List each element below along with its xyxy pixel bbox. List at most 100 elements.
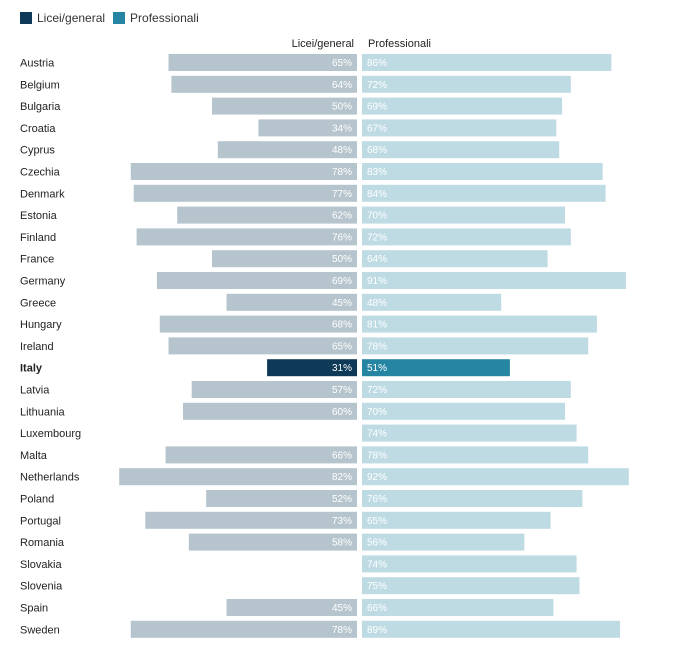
bar-professionali-belgium[interactable] (362, 75, 571, 93)
bar-professionali-bulgaria[interactable] (362, 97, 563, 115)
category-label-italy: Italy (20, 363, 43, 375)
bar-professionali-sweden[interactable] (362, 620, 621, 638)
bar-licei-bulgaria[interactable] (212, 97, 357, 115)
value-label-licei-estonia: 62% (332, 211, 352, 222)
value-label-professionali-croatia: 67% (367, 123, 387, 134)
bar-professionali-luxembourg[interactable] (362, 424, 577, 442)
value-label-professionali-cyprus: 68% (367, 145, 387, 156)
bar-professionali-netherlands[interactable] (362, 468, 629, 486)
value-label-professionali-italy: 51% (367, 363, 387, 374)
bar-licei-latvia[interactable] (191, 381, 357, 398)
value-label-professionali-slovenia: 75% (367, 581, 387, 592)
bar-professionali-germany[interactable] (362, 272, 626, 289)
value-label-professionali-czechia: 83% (367, 167, 387, 178)
bar-professionali-spain[interactable] (362, 599, 554, 616)
bar-licei-malta[interactable] (165, 446, 357, 464)
bar-licei-spain[interactable] (226, 599, 358, 616)
bar-licei-hungary[interactable] (159, 315, 357, 333)
bar-professionali-croatia[interactable] (362, 119, 557, 137)
category-label-denmark: Denmark (20, 188, 65, 200)
bar-licei-france[interactable] (212, 250, 357, 268)
legend-item-professionali[interactable]: Professionali (113, 11, 199, 25)
value-label-licei-belgium: 64% (332, 80, 352, 91)
bar-professionali-lithuania[interactable] (362, 402, 565, 420)
bar-professionali-greece[interactable] (362, 293, 502, 311)
value-label-licei-denmark: 77% (332, 189, 352, 200)
bar-licei-poland[interactable] (206, 490, 357, 507)
value-label-licei-czechia: 78% (332, 167, 352, 178)
category-label-greece: Greece (20, 297, 56, 309)
bar-professionali-slovakia[interactable] (362, 555, 577, 573)
value-label-licei-portugal: 73% (332, 516, 352, 527)
bar-professionali-italy[interactable] (362, 359, 510, 377)
bar-licei-sweden[interactable] (130, 620, 357, 638)
bar-professionali-estonia[interactable] (362, 206, 565, 224)
bar-professionali-austria[interactable] (362, 54, 612, 71)
value-label-professionali-slovakia: 74% (367, 559, 387, 570)
bar-professionali-denmark[interactable] (362, 184, 606, 202)
value-label-licei-cyprus: 48% (332, 145, 352, 156)
bar-professionali-cyprus[interactable] (362, 141, 560, 159)
value-label-professionali-latvia: 72% (367, 385, 387, 396)
value-label-professionali-romania: 56% (367, 538, 387, 549)
bar-professionali-portugal[interactable] (362, 511, 551, 529)
bar-professionali-hungary[interactable] (362, 315, 597, 333)
bar-licei-germany[interactable] (156, 272, 357, 289)
category-label-estonia: Estonia (20, 210, 58, 222)
bar-licei-lithuania[interactable] (183, 402, 357, 420)
category-label-bulgaria: Bulgaria (20, 101, 61, 113)
bar-licei-netherlands[interactable] (119, 468, 357, 486)
category-label-romania: Romania (20, 537, 65, 549)
bar-licei-portugal[interactable] (145, 511, 357, 529)
value-label-licei-sweden: 78% (332, 625, 352, 636)
value-label-licei-latvia: 57% (332, 385, 352, 396)
bar-professionali-malta[interactable] (362, 446, 589, 464)
bar-licei-estonia[interactable] (177, 206, 357, 224)
value-label-professionali-austria: 86% (367, 58, 387, 69)
value-label-licei-romania: 58% (332, 538, 352, 549)
category-label-poland: Poland (20, 494, 54, 506)
bar-professionali-finland[interactable] (362, 228, 571, 246)
bar-professionali-poland[interactable] (362, 490, 583, 507)
value-label-professionali-lithuania: 70% (367, 407, 387, 418)
value-label-professionali-netherlands: 92% (367, 472, 387, 483)
bar-licei-ireland[interactable] (168, 337, 358, 355)
bar-licei-czechia[interactable] (130, 163, 357, 180)
bar-professionali-latvia[interactable] (362, 381, 571, 398)
column-header-professionali: Professionali (368, 38, 431, 50)
category-label-germany: Germany (20, 276, 66, 288)
category-label-spain: Spain (20, 603, 48, 615)
bar-professionali-ireland[interactable] (362, 337, 589, 355)
bar-professionali-czechia[interactable] (362, 163, 603, 180)
bar-licei-belgium[interactable] (171, 75, 357, 93)
legend-label-licei: Licei/general (37, 11, 106, 25)
category-label-latvia: Latvia (20, 385, 50, 397)
bar-licei-finland[interactable] (136, 228, 357, 246)
value-label-professionali-hungary: 81% (367, 320, 387, 331)
value-label-professionali-poland: 76% (367, 494, 387, 505)
legend: Licei/general Professionali (20, 10, 199, 26)
value-label-licei-germany: 69% (332, 276, 352, 287)
value-label-licei-malta: 66% (332, 450, 352, 461)
value-label-licei-hungary: 68% (332, 320, 352, 331)
value-label-professionali-spain: 66% (367, 603, 387, 614)
category-label-croatia: Croatia (20, 123, 56, 135)
bar-licei-italy[interactable] (267, 359, 357, 377)
bar-professionali-france[interactable] (362, 250, 548, 268)
bar-professionali-slovenia[interactable] (362, 577, 580, 595)
bar-licei-denmark[interactable] (133, 184, 357, 202)
bar-licei-cyprus[interactable] (217, 141, 357, 159)
bar-licei-greece[interactable] (226, 293, 358, 311)
bar-licei-croatia[interactable] (258, 119, 357, 137)
category-label-finland: Finland (20, 232, 56, 244)
value-label-licei-spain: 45% (332, 603, 352, 614)
bar-licei-austria[interactable] (168, 54, 358, 71)
bar-professionali-romania[interactable] (362, 533, 525, 551)
bar-licei-romania[interactable] (188, 533, 357, 551)
legend-item-licei[interactable]: Licei/general (20, 11, 105, 25)
value-label-professionali-ireland: 78% (367, 341, 387, 352)
value-label-professionali-malta: 78% (367, 450, 387, 461)
category-label-malta: Malta (20, 450, 48, 462)
value-label-licei-poland: 52% (332, 494, 352, 505)
